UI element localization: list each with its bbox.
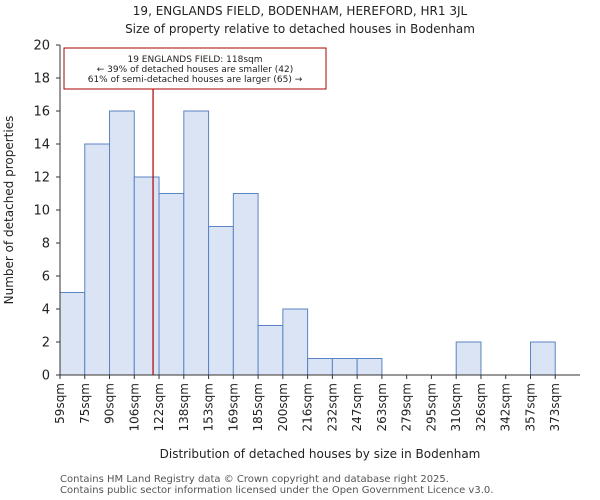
bar-122sqm — [158, 193, 185, 376]
annotation-line1: 19 ENGLANDS FIELD: 118sqm — [127, 55, 262, 65]
y-tick-label: 4 — [42, 303, 50, 318]
plot-area — [59, 89, 556, 376]
bar-357sqm — [529, 341, 556, 376]
x-tick-label: 122sqm — [152, 383, 166, 431]
x-axis: 59sqm 75sqm 90sqm 106sqm 122sqm 138sqm 153sqm 1… — [53, 374, 580, 431]
annotation-line2: ← 39% of detached houses are smaller (42… — [97, 65, 294, 75]
y-tick-label: 2 — [42, 336, 50, 351]
x-tick-label: 279sqm — [400, 383, 414, 431]
y-tick-label: 20 — [33, 39, 50, 54]
chart-title-line1: 19, ENGLANDS FIELD, BODENHAM, HEREFORD, … — [133, 4, 468, 18]
x-tick-label: 310sqm — [449, 383, 463, 431]
x-tick-label: 357sqm — [523, 383, 537, 431]
bar-200sqm — [282, 308, 309, 376]
chart-title-line2: Size of property relative to detached ho… — [125, 22, 475, 36]
x-tick-label: 263sqm — [375, 383, 389, 431]
bar-185sqm — [257, 325, 284, 376]
x-tick-label: 342sqm — [499, 383, 513, 431]
bar-138sqm — [183, 110, 210, 376]
bar-169sqm — [232, 193, 259, 376]
x-tick-label: 326sqm — [474, 383, 488, 431]
x-tick-label: 106sqm — [127, 383, 141, 431]
bar-232sqm — [331, 358, 358, 376]
bar-90sqm — [109, 110, 135, 376]
footer-line2: Contains public sector information licen… — [60, 485, 494, 496]
y-tick-label: 0 — [42, 369, 50, 384]
y-tick-label: 8 — [42, 237, 50, 252]
x-tick-label: 373sqm — [548, 383, 562, 431]
x-tick-label: 232sqm — [325, 383, 339, 431]
bar-106sqm — [133, 176, 160, 376]
x-axis-label: Distribution of detached houses by size … — [160, 447, 481, 461]
bar-310sqm — [455, 341, 482, 376]
x-tick-label: 295sqm — [424, 383, 438, 431]
x-tick-label: 90sqm — [103, 383, 117, 424]
y-tick-label: 6 — [42, 270, 50, 285]
x-tick-label: 169sqm — [226, 383, 240, 431]
y-axis: 0 2 4 6 8 10 12 14 16 18 20 — [33, 39, 61, 384]
x-tick-label: 200sqm — [276, 383, 290, 431]
x-tick-label: 75sqm — [78, 383, 92, 424]
x-tick-label: 247sqm — [350, 383, 364, 431]
annotation-box: 19 ENGLANDS FIELD: 118sqm ← 39% of detac… — [63, 47, 327, 90]
y-tick-label: 14 — [33, 138, 50, 153]
y-tick-label: 18 — [33, 72, 50, 87]
y-tick-label: 16 — [33, 105, 50, 120]
x-tick-label: 185sqm — [251, 383, 265, 431]
bar-247sqm — [356, 358, 383, 376]
bar-153sqm — [208, 226, 234, 376]
bar-59sqm — [59, 292, 86, 376]
annotation-line3: 61% of semi-detached houses are larger (… — [88, 75, 303, 85]
y-tick-label: 10 — [33, 204, 50, 219]
x-tick-label: 153sqm — [202, 383, 216, 431]
footer-line1: Contains HM Land Registry data © Crown c… — [60, 474, 449, 485]
x-tick-label: 216sqm — [301, 383, 315, 431]
x-tick-label: 59sqm — [53, 383, 67, 424]
bar-216sqm — [307, 358, 333, 376]
y-axis-label: Number of detached properties — [2, 116, 16, 305]
y-tick-label: 12 — [33, 171, 50, 186]
bar-75sqm — [84, 143, 111, 376]
x-tick-label: 138sqm — [177, 383, 191, 431]
